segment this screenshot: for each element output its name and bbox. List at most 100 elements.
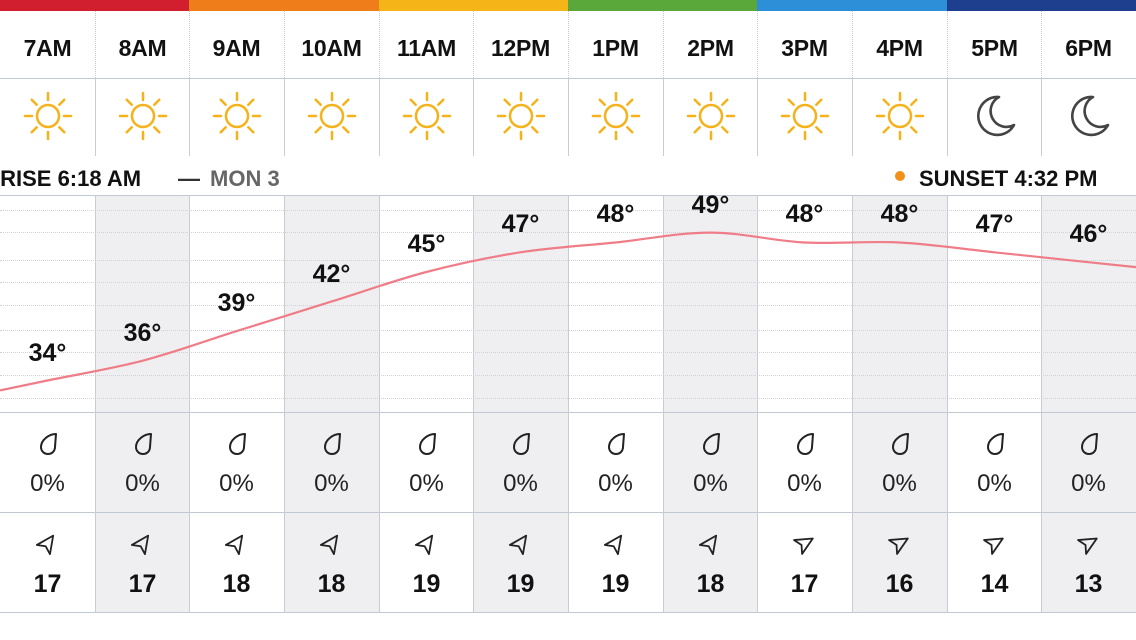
- column-divider: [1041, 195, 1042, 613]
- hour-header-divider: [663, 11, 664, 78]
- top-color-bar: [0, 0, 1136, 11]
- temperature-label: 48°: [880, 200, 919, 228]
- hour-header-divider: [95, 11, 96, 78]
- hour-header-divider: [757, 11, 758, 78]
- column-divider: [95, 195, 96, 613]
- icon-column-divider: [947, 78, 948, 156]
- sun-icon: [473, 89, 568, 145]
- raindrop-icon: [947, 432, 1042, 456]
- hour-label: 9AM: [212, 35, 261, 61]
- column-divider: [473, 195, 474, 613]
- temperature-label: 47°: [501, 210, 540, 238]
- precip-chance: 0%: [598, 470, 633, 497]
- precip-chance: 0%: [30, 470, 65, 497]
- wind-direction-icon: [1041, 531, 1136, 555]
- wind-direction-icon: [95, 531, 190, 555]
- column-divider: [947, 195, 948, 613]
- hour-header-divider: [852, 11, 853, 78]
- wind-direction-icon: [852, 531, 947, 555]
- hour-label: 8AM: [118, 35, 167, 61]
- hour-label: 7AM: [23, 35, 72, 61]
- column-divider: [852, 195, 853, 613]
- wind-direction-icon: [189, 531, 284, 555]
- icon-column-divider: [568, 78, 569, 156]
- icon-column-divider: [95, 78, 96, 156]
- wind-speed: 16: [885, 570, 914, 598]
- raindrop-icon: [284, 432, 379, 456]
- hour-label: 5PM: [971, 35, 1018, 61]
- wind-speed: 17: [790, 570, 819, 598]
- temperature-line: [0, 231, 1136, 392]
- hour-column-bg: [284, 195, 379, 613]
- hour-header-divider: [189, 11, 190, 78]
- sun-icon: [568, 89, 663, 145]
- sunrise-day: MON 3: [210, 166, 280, 191]
- temperature-label: 42°: [312, 260, 351, 288]
- icon-column-divider: [473, 78, 474, 156]
- hour-column-bg: [473, 195, 568, 613]
- wind-speed: 18: [317, 570, 346, 598]
- sunset-dot-icon: [895, 171, 905, 181]
- top-bar-segment: [568, 0, 758, 11]
- raindrop-icon: [473, 432, 568, 456]
- hour-header-divider: [284, 11, 285, 78]
- hour-label: 10AM: [301, 35, 362, 61]
- precip-chance: 0%: [314, 470, 349, 497]
- top-bar-segment: [379, 0, 569, 11]
- temperature-label: 34°: [28, 339, 67, 367]
- raindrop-icon: [663, 432, 758, 456]
- sun-icon: [757, 89, 852, 145]
- icon-column-divider: [852, 78, 853, 156]
- temperature-label: 45°: [407, 230, 446, 258]
- precip-chance: 0%: [409, 470, 444, 497]
- hour-header-divider: [379, 11, 380, 78]
- hour-column-bg: [95, 195, 189, 613]
- wind-speed: 17: [128, 570, 157, 598]
- raindrop-icon: [568, 432, 663, 456]
- hour-header-divider: [473, 11, 474, 78]
- temperature-label: 39°: [217, 289, 256, 317]
- hour-label: 11AM: [397, 35, 456, 61]
- wind-speed: 13: [1074, 570, 1103, 598]
- column-divider: [757, 195, 758, 613]
- wind-direction-icon: [379, 531, 474, 555]
- raindrop-icon: [1041, 432, 1136, 456]
- wind-direction-icon: [663, 531, 758, 555]
- wind-direction-icon: [568, 531, 663, 555]
- wind-speed: 14: [980, 570, 1009, 598]
- wind-direction-icon: [473, 531, 568, 555]
- wind-direction-icon: [757, 531, 852, 555]
- temperature-curve: [0, 231, 1136, 392]
- icon-column-divider: [379, 78, 380, 156]
- sun-icon: [284, 89, 379, 145]
- wind-speed: 17: [33, 570, 62, 598]
- precip-chance: 0%: [787, 470, 822, 497]
- raindrop-icon: [757, 432, 852, 456]
- icon-column-divider: [189, 78, 190, 156]
- column-divider: [284, 195, 285, 613]
- icon-column-divider: [1041, 78, 1042, 156]
- sun-icon: [663, 89, 758, 145]
- hour-label: 12PM: [491, 35, 550, 61]
- hour-label: 3PM: [781, 35, 828, 61]
- temperature-label: 48°: [596, 200, 635, 228]
- wind-direction-icon: [947, 531, 1042, 555]
- moon-icon: [947, 89, 1042, 145]
- hour-header-divider: [947, 11, 948, 78]
- sun-icon: [852, 89, 947, 145]
- icon-column-divider: [284, 78, 285, 156]
- sun-icon: [0, 89, 95, 145]
- column-divider: [189, 195, 190, 613]
- icon-column-divider: [663, 78, 664, 156]
- temperature-label: 46°: [1069, 220, 1108, 248]
- sun-icon: [379, 89, 474, 145]
- precip-chance: 0%: [125, 470, 160, 497]
- precip-chance: 0%: [219, 470, 254, 497]
- raindrop-icon: [95, 432, 190, 456]
- wind-speed: 19: [506, 570, 535, 598]
- temperature-label: 36°: [123, 319, 162, 347]
- column-divider: [663, 195, 664, 613]
- wind-speed: 18: [222, 570, 251, 598]
- hour-label: 6PM: [1065, 35, 1112, 61]
- precip-chance: 0%: [693, 470, 728, 497]
